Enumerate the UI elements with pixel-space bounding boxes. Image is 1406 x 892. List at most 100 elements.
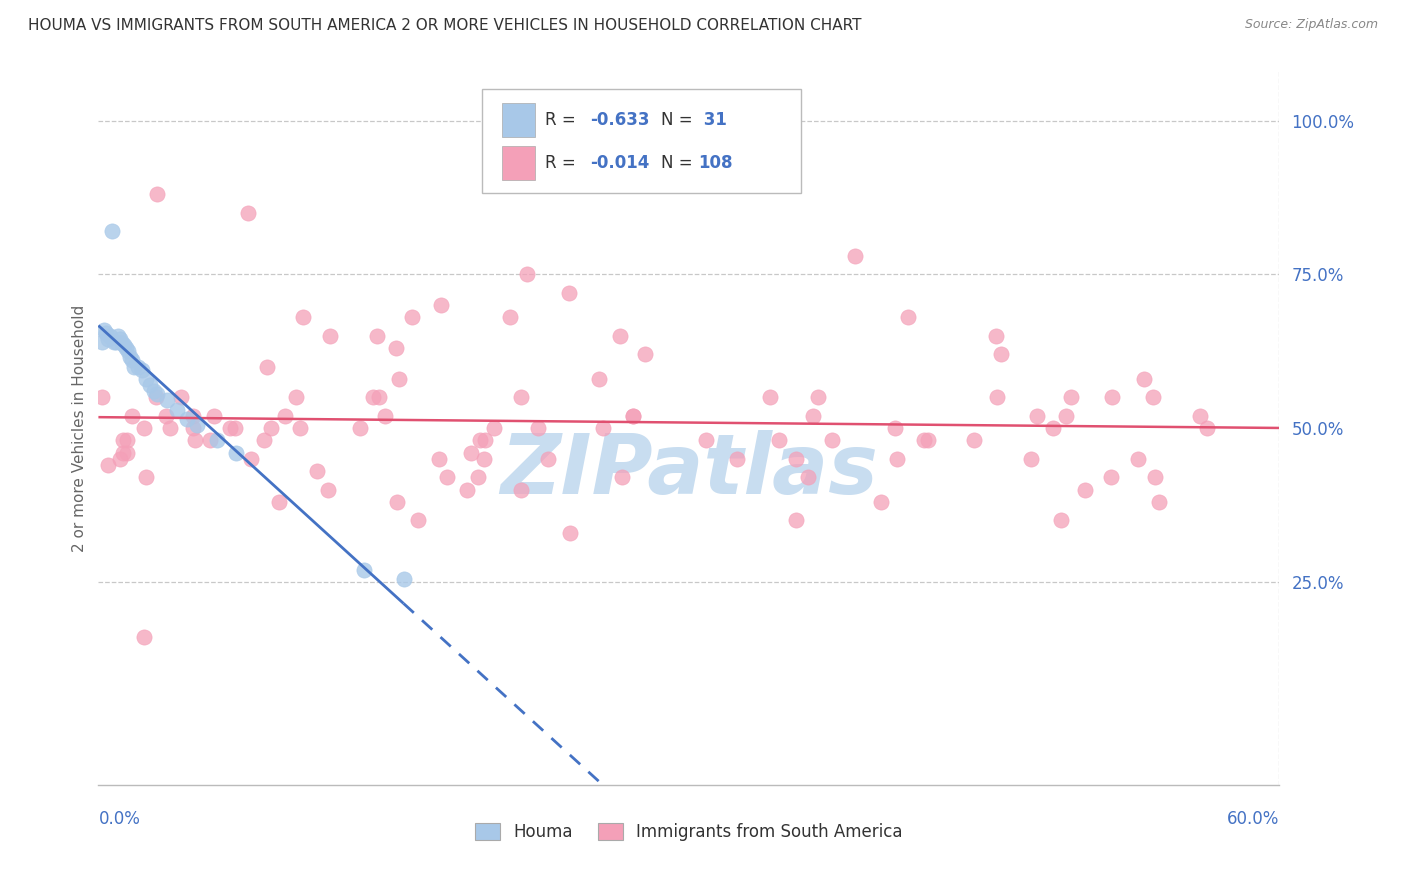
Point [135, 372, 157, 386]
Point [695, 434, 717, 448]
Point [105, 334, 128, 349]
Point [110, 451, 132, 466]
Point [592, 421, 614, 435]
Point [536, 451, 558, 466]
Point [986, 391, 1008, 405]
Point [1101, 391, 1123, 405]
Point [499, 310, 522, 325]
Text: -0.633: -0.633 [589, 111, 650, 128]
Point [236, 206, 259, 220]
Point [1197, 421, 1219, 435]
Bar [502, 145, 536, 180]
Text: ZIPatlas: ZIPatlas [501, 431, 877, 511]
Point [260, 421, 283, 435]
Point [121, 409, 143, 423]
Point [984, 329, 1007, 343]
Point [159, 421, 181, 435]
Point [392, 572, 415, 586]
Point [90, 391, 112, 405]
Point [253, 434, 276, 448]
Text: HOUMA VS IMMIGRANTS FROM SOUTH AMERICA 2 OR MORE VEHICLES IN HOUSEHOLD CORRELATI: HOUMA VS IMMIGRANTS FROM SOUTH AMERICA 2… [28, 18, 862, 33]
Point [484, 421, 506, 435]
Point [170, 391, 193, 405]
Legend: Houma, Immigrants from South America: Houma, Immigrants from South America [468, 816, 910, 848]
Point [801, 409, 824, 423]
Text: R =: R = [546, 153, 581, 171]
Point [127, 359, 149, 374]
Point [510, 391, 533, 405]
Point [107, 329, 129, 343]
Point [267, 495, 290, 509]
Point [305, 464, 328, 478]
Point [202, 409, 225, 423]
Text: -0.014: -0.014 [589, 153, 650, 171]
Point [366, 329, 388, 343]
Point [1189, 409, 1212, 423]
Point [181, 409, 204, 423]
Point [218, 421, 240, 435]
Point [430, 298, 453, 312]
Y-axis label: 2 or more Vehicles in Household: 2 or more Vehicles in Household [72, 304, 87, 552]
Point [1042, 421, 1064, 435]
Point [460, 446, 482, 460]
Text: Source: ZipAtlas.com: Source: ZipAtlas.com [1244, 18, 1378, 31]
Point [112, 338, 135, 352]
Point [385, 341, 408, 355]
Point [274, 409, 297, 423]
Point [111, 434, 134, 448]
Point [1144, 470, 1167, 484]
Text: N =: N = [661, 111, 697, 128]
Point [134, 630, 156, 644]
Point [186, 418, 208, 433]
Point [1026, 409, 1049, 423]
Point [897, 310, 920, 325]
Point [797, 470, 820, 484]
Point [318, 329, 340, 343]
Point [472, 451, 495, 466]
Point [135, 470, 157, 484]
Point [198, 434, 221, 448]
Point [844, 249, 866, 263]
Point [349, 421, 371, 435]
Point [93, 323, 115, 337]
Point [558, 285, 581, 300]
Point [436, 470, 458, 484]
Point [886, 451, 908, 466]
Point [111, 336, 134, 351]
Point [122, 359, 145, 374]
Point [138, 378, 160, 392]
Point [1019, 451, 1042, 466]
Point [205, 434, 228, 448]
Point [156, 393, 179, 408]
Point [155, 409, 177, 423]
Point [401, 310, 423, 325]
Point [117, 344, 139, 359]
Point [621, 409, 644, 423]
Point [821, 434, 844, 448]
Point [1147, 495, 1170, 509]
Text: 31: 31 [699, 111, 727, 128]
Point [609, 329, 631, 343]
Point [560, 525, 582, 540]
Text: R =: R = [546, 111, 581, 128]
Point [353, 563, 375, 577]
Point [1073, 483, 1095, 497]
Point [1054, 409, 1077, 423]
Point [184, 434, 207, 448]
Point [103, 334, 125, 349]
Text: N =: N = [661, 153, 697, 171]
Point [406, 513, 429, 527]
Point [97, 332, 120, 346]
Point [224, 421, 246, 435]
Point [1128, 451, 1150, 466]
Point [166, 402, 188, 417]
Point [181, 421, 204, 435]
Point [142, 384, 165, 399]
Point [1049, 513, 1071, 527]
Point [1099, 470, 1122, 484]
Point [612, 470, 634, 484]
Point [388, 372, 411, 386]
Point [316, 483, 339, 497]
Point [111, 446, 134, 460]
Point [146, 387, 169, 401]
